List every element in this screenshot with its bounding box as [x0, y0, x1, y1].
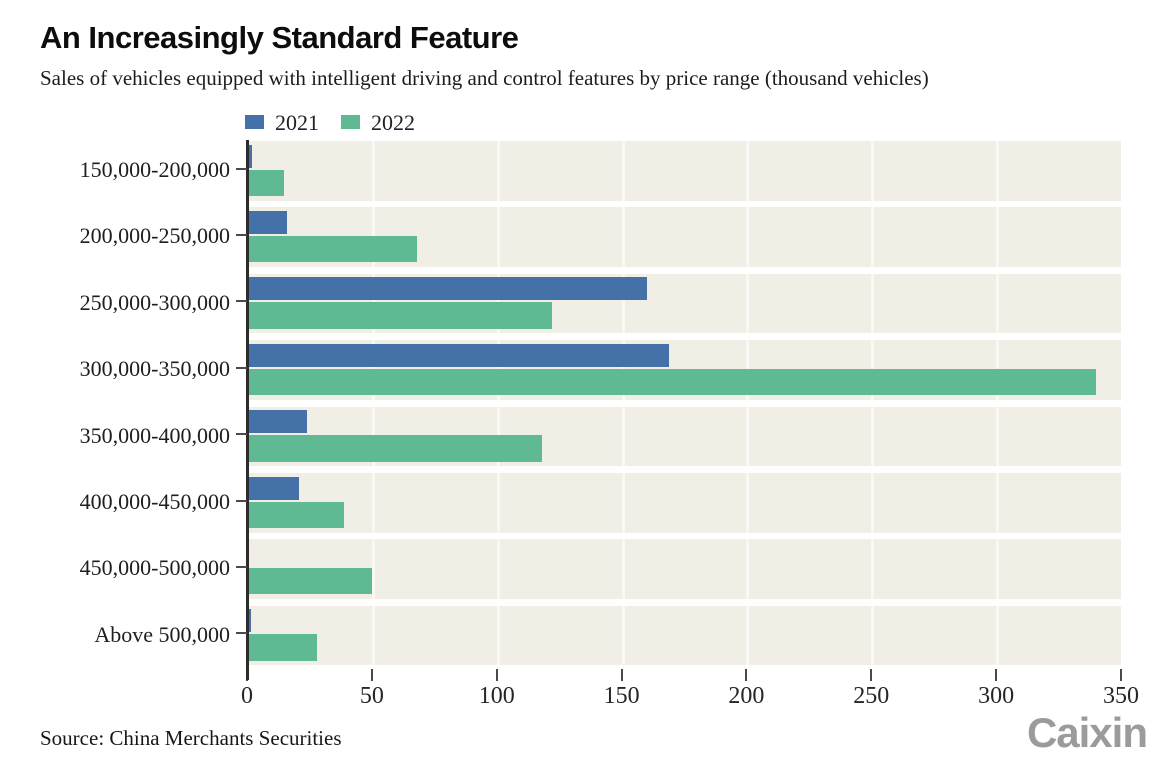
x-axis-tick-label: 200	[728, 683, 765, 709]
category-axis-tick	[236, 433, 247, 436]
gridline-50	[371, 141, 375, 667]
gridline-150	[621, 141, 625, 667]
x-axis-tick-label: 250	[853, 683, 890, 709]
x-axis-tick-label: 350	[1103, 683, 1139, 709]
category-axis-tick	[236, 167, 247, 170]
x-axis-tick	[995, 669, 998, 681]
category-label: 250,000-300,000	[79, 289, 230, 315]
category-axis-tick	[236, 233, 247, 236]
chart-title: An Increasingly Standard Feature	[40, 20, 519, 55]
bar-2022	[247, 567, 372, 595]
x-axis-tick	[870, 669, 873, 681]
x-axis-tick	[1120, 669, 1122, 681]
category-label: 300,000-350,000	[79, 356, 230, 382]
x-axis-tick	[745, 669, 748, 681]
category-axis-tick	[236, 300, 247, 303]
category-label: 200,000-250,000	[79, 223, 230, 249]
bar-2022	[247, 501, 345, 528]
category-axis-tick	[236, 565, 247, 568]
category-label: 350,000-400,000	[79, 422, 230, 448]
x-axis-tick-label: 0	[241, 683, 253, 709]
bar-2021	[247, 343, 670, 367]
bar-2022	[247, 235, 417, 263]
x-axis-tick	[495, 669, 498, 681]
bar-2021	[247, 144, 252, 168]
gridline-250	[871, 141, 875, 667]
y-axis-line	[246, 140, 249, 680]
bar-2022	[247, 435, 542, 462]
x-axis-tick	[620, 669, 623, 681]
bar-2021	[247, 277, 647, 301]
x-axis-tick	[370, 669, 373, 681]
x-axis-tick-label: 300	[978, 683, 1015, 709]
legend: 2021 2022	[245, 110, 415, 134]
category-axis-tick	[236, 632, 247, 635]
category-label: 450,000-500,000	[79, 555, 230, 581]
bar-2022	[247, 634, 317, 661]
category-band	[247, 473, 1121, 533]
legend-swatch-2022	[341, 115, 360, 129]
x-axis-tick-label: 150	[603, 683, 640, 709]
chart-subtitle: Sales of vehicles equipped with intellig…	[40, 66, 929, 90]
legend-item-2022: 2022	[341, 110, 415, 134]
legend-label-2022: 2022	[371, 110, 415, 135]
gridline-200	[746, 141, 750, 667]
gridline-300	[996, 141, 1000, 667]
bar-2021	[247, 210, 287, 234]
plot-area: 0 50 100 150 200 250 300 350	[236, 140, 1139, 708]
gridline-100	[496, 141, 500, 667]
caixin-logo: Caixin	[1026, 709, 1148, 756]
legend-item-2021: 2021	[245, 110, 319, 134]
bar-2022	[247, 302, 552, 329]
bar-2022	[247, 169, 285, 196]
bar-2022	[247, 368, 1097, 396]
category-axis-tick	[236, 499, 247, 502]
bar-2021	[247, 476, 300, 500]
x-axis-tick-label: 100	[478, 683, 515, 709]
source-text: Source: China Merchants Securities	[40, 726, 342, 750]
category-band	[247, 605, 1121, 666]
category-axis-tick	[236, 366, 247, 369]
legend-swatch-2021	[245, 115, 264, 129]
legend-label-2021: 2021	[275, 110, 319, 135]
bar-2021	[247, 410, 307, 434]
category-label: Above 500,000	[94, 621, 230, 647]
category-band	[247, 141, 1121, 201]
category-label: 150,000-200,000	[79, 157, 230, 182]
category-band	[247, 539, 1121, 599]
x-axis-tick-label: 50	[359, 683, 384, 709]
category-label: 400,000-450,000	[79, 489, 230, 514]
bar-2021	[247, 609, 251, 633]
